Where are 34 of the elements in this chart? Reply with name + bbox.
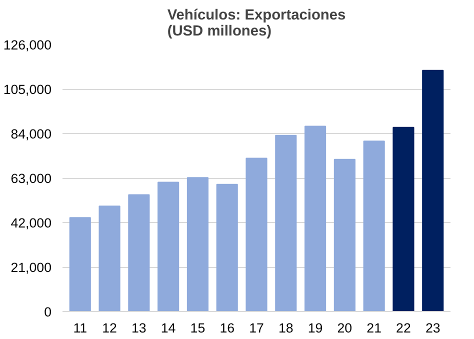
x-tick-label: 17 xyxy=(249,320,264,336)
bar xyxy=(275,134,297,312)
y-tick-label: 0 xyxy=(44,304,52,320)
x-tick-label: 23 xyxy=(425,320,440,336)
bar xyxy=(304,126,326,312)
x-tick-label: 19 xyxy=(308,320,323,336)
x-tick-label: 20 xyxy=(337,320,352,336)
bar xyxy=(186,177,208,312)
bar xyxy=(334,158,356,312)
x-tick-label: 21 xyxy=(366,320,382,336)
y-tick-label: 21,000 xyxy=(10,260,52,275)
chart-title: Vehículos: Exportaciones (USD millones) xyxy=(167,8,346,40)
bar xyxy=(98,206,120,312)
bar xyxy=(392,126,414,312)
bar xyxy=(422,70,444,312)
y-tick-label: 42,000 xyxy=(10,216,52,230)
x-tick-label: 22 xyxy=(396,320,411,336)
y-tick-label: 84,000 xyxy=(10,126,52,142)
x-tick-label: 14 xyxy=(160,320,176,336)
bar xyxy=(69,217,91,312)
x-tick-label: 11 xyxy=(73,320,88,336)
bar xyxy=(363,140,385,312)
x-tick-label: 13 xyxy=(132,320,146,336)
x-tick-label: 16 xyxy=(220,320,235,336)
x-tick-label: 18 xyxy=(278,320,294,336)
bar xyxy=(216,184,238,312)
y-tick-label: 105,000 xyxy=(3,82,52,97)
bar xyxy=(158,182,180,312)
y-tick-label: 63,000 xyxy=(10,171,52,186)
bar xyxy=(246,158,268,312)
x-tick-label: 15 xyxy=(190,320,206,336)
x-tick-label: 12 xyxy=(102,320,117,336)
bar xyxy=(128,194,150,312)
y-tick-label: 126,000 xyxy=(3,38,52,52)
